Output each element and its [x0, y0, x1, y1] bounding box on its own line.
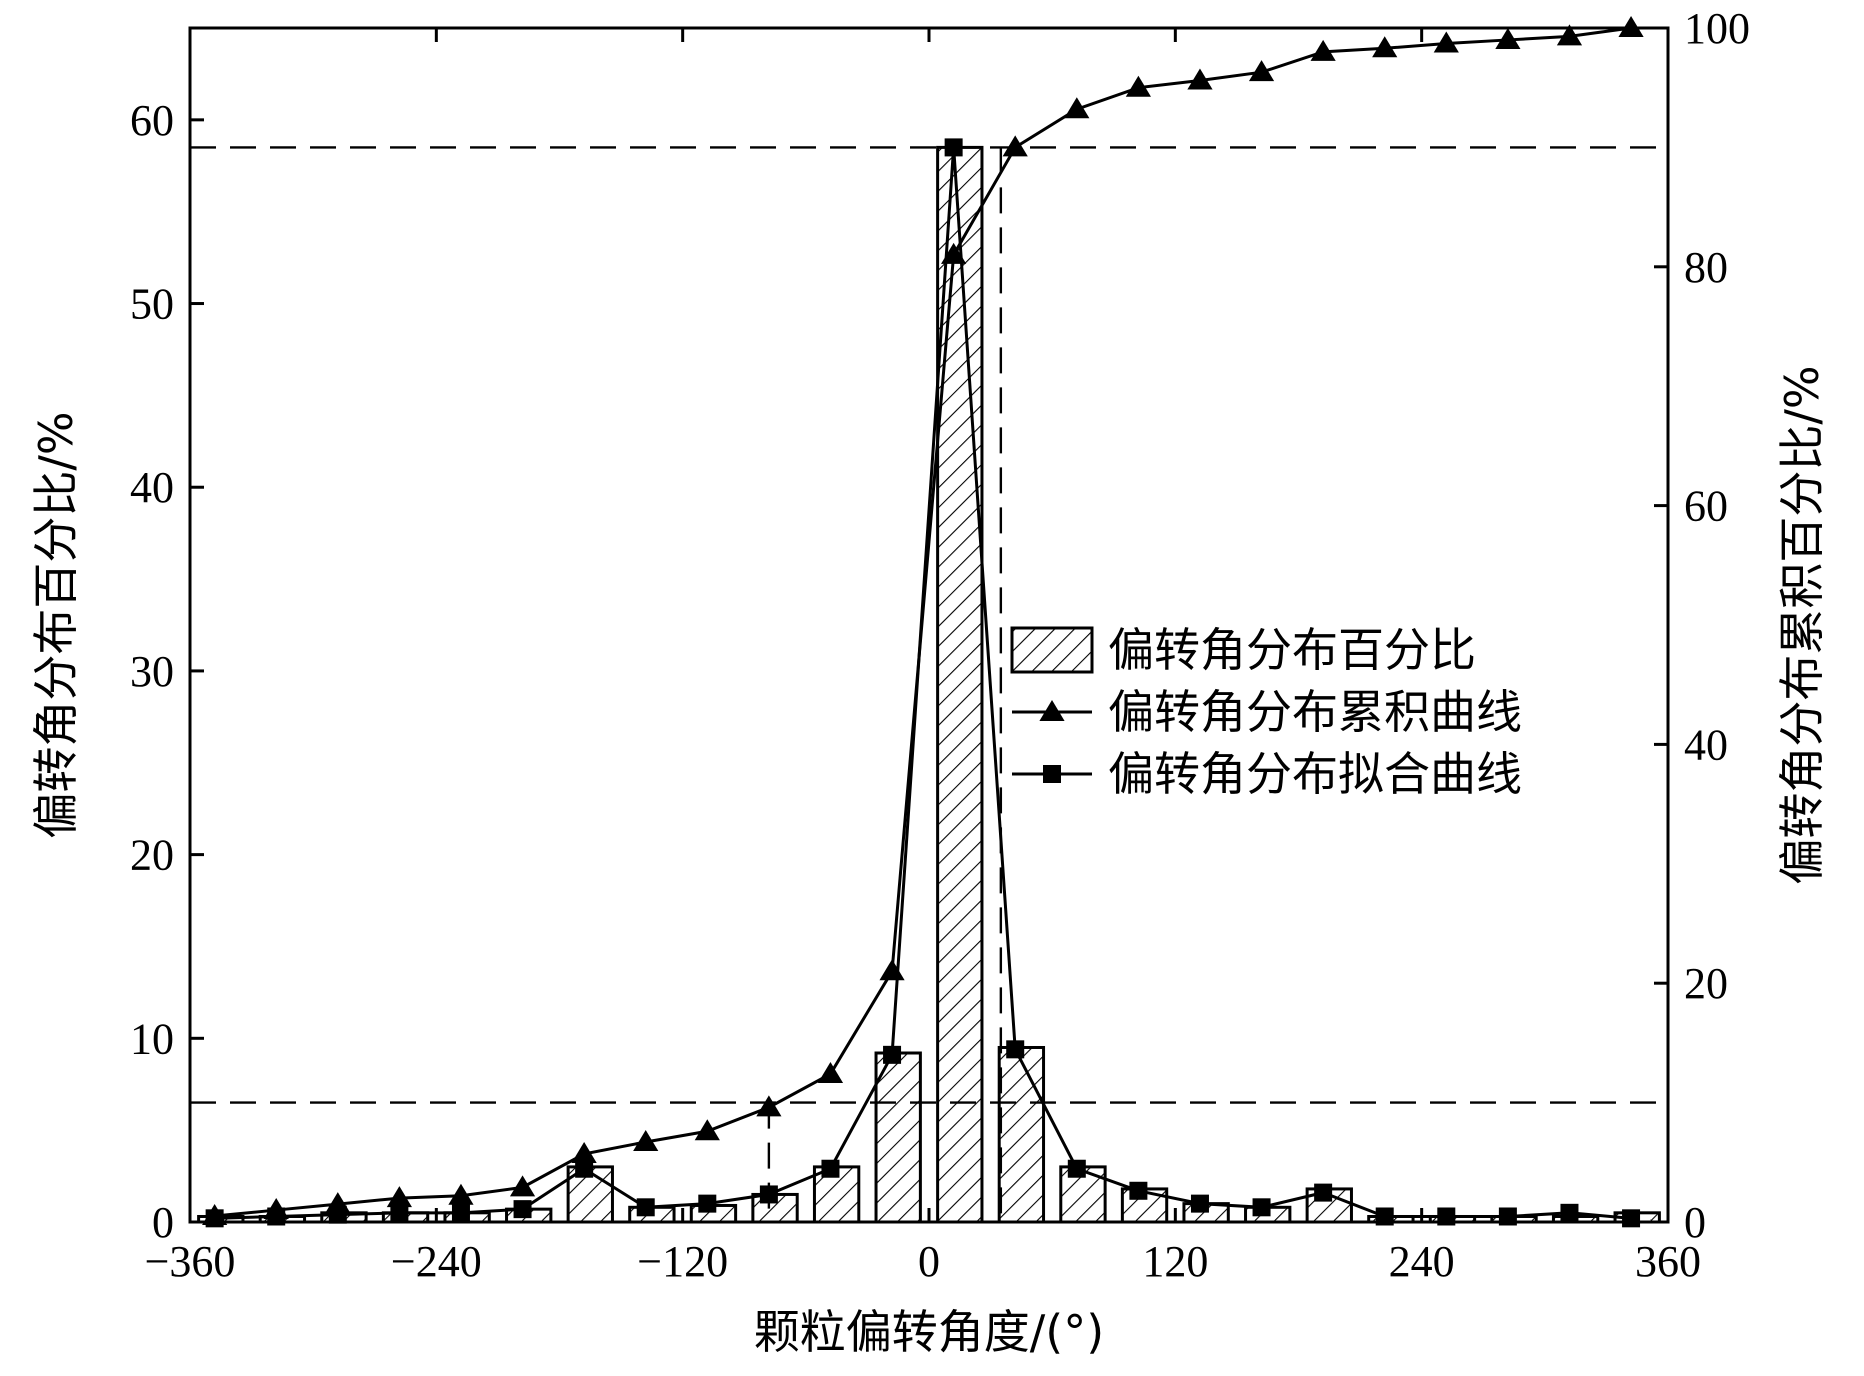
- x-axis-title: 颗粒偏转角度/(°): [754, 1305, 1104, 1359]
- cumulative-point: [386, 1186, 412, 1208]
- fit-point: [390, 1203, 409, 1222]
- left-y-axis-title: 偏转角分布百分比/%: [29, 411, 83, 838]
- x-tick-label: 240: [1389, 1237, 1455, 1286]
- cumulative-point: [1372, 36, 1398, 58]
- fit-point: [1006, 1040, 1025, 1059]
- legend-triangle-marker: [1039, 700, 1065, 721]
- fit-series: [205, 138, 1641, 1228]
- cumulative-point: [1064, 97, 1090, 119]
- y-left-tick-label: 20: [130, 831, 174, 880]
- fit-point: [513, 1200, 532, 1219]
- x-tick-label: −240: [391, 1237, 482, 1286]
- y-right-tick-label: 80: [1684, 243, 1728, 292]
- fit-point: [1622, 1209, 1641, 1228]
- x-tick-label: 120: [1142, 1237, 1208, 1286]
- legend-bar-swatch: [1010, 626, 1094, 674]
- cumulative-point: [1310, 39, 1336, 61]
- cumulative-point: [633, 1130, 659, 1152]
- cumulative-point: [817, 1061, 844, 1083]
- cumulative-point: [509, 1175, 536, 1197]
- legend-cumulative-label: 偏转角分布累积曲线: [1108, 685, 1522, 739]
- fit-point: [636, 1198, 655, 1217]
- fit-point: [1129, 1181, 1148, 1200]
- cumulative-point: [1433, 31, 1459, 53]
- fit-point: [698, 1194, 717, 1213]
- legend: 偏转角分布百分比 偏转角分布累积曲线 偏转角分布拟合曲线: [1010, 623, 1522, 801]
- cumulative-point: [1248, 60, 1275, 82]
- y-left-tick-label: 10: [130, 1014, 174, 1063]
- legend-bar-label: 偏转角分布百分比: [1108, 623, 1476, 677]
- fit-point: [821, 1159, 840, 1178]
- fit-point: [759, 1185, 778, 1204]
- cumulative-point: [694, 1119, 720, 1141]
- y-right-tick-label: 20: [1684, 959, 1728, 1008]
- bar: [874, 1051, 922, 1224]
- cumulative-point: [879, 959, 905, 981]
- cumulative-point: [571, 1141, 597, 1163]
- cumulative-point: [756, 1095, 782, 1117]
- y-right-tick-label: 40: [1684, 720, 1728, 769]
- fit-point: [328, 1205, 347, 1224]
- fit-point: [575, 1159, 594, 1178]
- x-tick-label: −360: [145, 1237, 236, 1286]
- cumulative-point: [1002, 135, 1028, 157]
- y-right-tick-label: 0: [1684, 1198, 1706, 1247]
- axis-ticks: −360 −240 −120 0 120 240 360010203040506002040…: [130, 4, 1750, 1286]
- y-right-tick-label: 60: [1684, 482, 1728, 531]
- cumulative-point: [1125, 75, 1151, 97]
- cumulative-point: [1495, 27, 1521, 49]
- cumulative-point: [1556, 24, 1583, 46]
- y-left-tick-label: 50: [130, 280, 174, 329]
- fit-point: [1314, 1183, 1333, 1202]
- fit-point: [1252, 1198, 1271, 1217]
- y-left-tick-label: 0: [152, 1198, 174, 1247]
- y-left-tick-label: 30: [130, 647, 174, 696]
- bar: [936, 145, 984, 1224]
- cumulative-point: [1187, 68, 1213, 90]
- x-tick-label: −120: [637, 1237, 728, 1286]
- right-y-axis-title: 偏转角分布累积百分比/%: [1775, 365, 1829, 884]
- fit-point: [1560, 1203, 1579, 1222]
- fit-point: [883, 1045, 902, 1064]
- y-right-tick-label: 100: [1684, 4, 1750, 53]
- fit-point: [944, 138, 963, 157]
- x-tick-label: 360: [1635, 1237, 1701, 1286]
- fit-point: [205, 1209, 224, 1228]
- fit-point: [451, 1203, 470, 1222]
- cumulative-point: [448, 1183, 474, 1205]
- fit-line: [214, 147, 1632, 1220]
- legend-fit-label: 偏转角分布拟合曲线: [1108, 747, 1522, 801]
- legend-square-marker: [1043, 765, 1061, 783]
- bar: [997, 1045, 1046, 1224]
- y-left-tick-label: 40: [130, 463, 174, 512]
- fit-point: [1190, 1194, 1209, 1213]
- fit-point: [1067, 1159, 1086, 1178]
- y-left-tick-label: 60: [130, 96, 174, 145]
- x-tick-label: 0: [918, 1237, 940, 1286]
